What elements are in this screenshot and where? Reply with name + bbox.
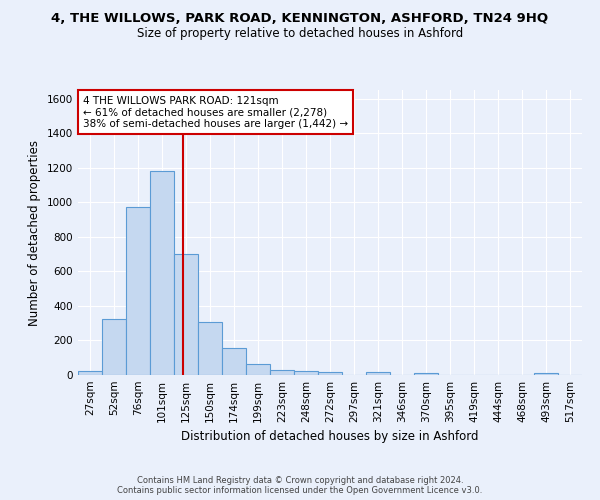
Bar bbox=[222, 348, 246, 375]
Bar bbox=[198, 322, 222, 375]
Text: 4, THE WILLOWS, PARK ROAD, KENNINGTON, ASHFORD, TN24 9HQ: 4, THE WILLOWS, PARK ROAD, KENNINGTON, A… bbox=[52, 12, 548, 26]
Bar bbox=[126, 208, 150, 375]
Bar bbox=[366, 372, 390, 375]
Bar bbox=[150, 171, 174, 375]
Text: Size of property relative to detached houses in Ashford: Size of property relative to detached ho… bbox=[137, 28, 463, 40]
Text: 4 THE WILLOWS PARK ROAD: 121sqm
← 61% of detached houses are smaller (2,278)
38%: 4 THE WILLOWS PARK ROAD: 121sqm ← 61% of… bbox=[83, 96, 348, 129]
Text: Contains HM Land Registry data © Crown copyright and database right 2024.
Contai: Contains HM Land Registry data © Crown c… bbox=[118, 476, 482, 495]
X-axis label: Distribution of detached houses by size in Ashford: Distribution of detached houses by size … bbox=[181, 430, 479, 444]
Bar bbox=[102, 319, 126, 375]
Bar bbox=[174, 254, 198, 375]
Bar bbox=[78, 370, 102, 375]
Bar bbox=[318, 372, 342, 375]
Bar bbox=[414, 374, 438, 375]
Y-axis label: Number of detached properties: Number of detached properties bbox=[28, 140, 41, 326]
Bar bbox=[270, 370, 294, 375]
Bar bbox=[534, 374, 558, 375]
Bar bbox=[246, 364, 270, 375]
Bar bbox=[294, 370, 318, 375]
